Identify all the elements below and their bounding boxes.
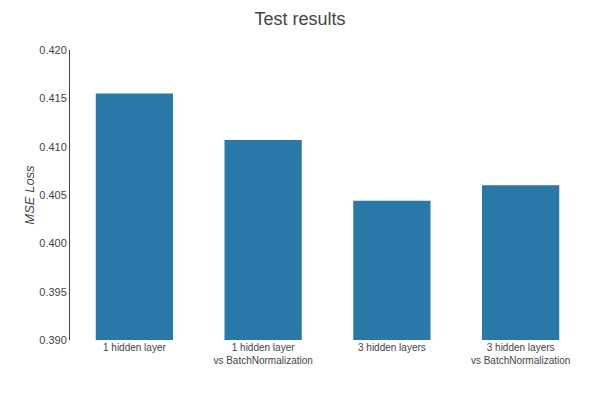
- svg-text:0.400: 0.400: [39, 237, 67, 249]
- svg-text:1 hidden layervs BatchNormaliz: 1 hidden layervs BatchNormalization: [213, 342, 312, 366]
- svg-text:0.395: 0.395: [39, 286, 67, 298]
- svg-text:0.410: 0.410: [39, 141, 67, 153]
- svg-text:MSE Loss: MSE Loss: [22, 165, 37, 225]
- svg-text:3 hidden layers: 3 hidden layers: [358, 342, 426, 353]
- svg-text:0.415: 0.415: [39, 92, 67, 104]
- svg-text:0.390: 0.390: [39, 334, 67, 346]
- svg-text:Test results: Test results: [254, 9, 345, 29]
- svg-text:0.420: 0.420: [39, 44, 67, 56]
- svg-text:0.405: 0.405: [39, 189, 67, 201]
- svg-text:1 hidden layer: 1 hidden layer: [103, 342, 166, 353]
- svg-text:3 hidden layersvs BatchNormali: 3 hidden layersvs BatchNormalization: [471, 342, 570, 366]
